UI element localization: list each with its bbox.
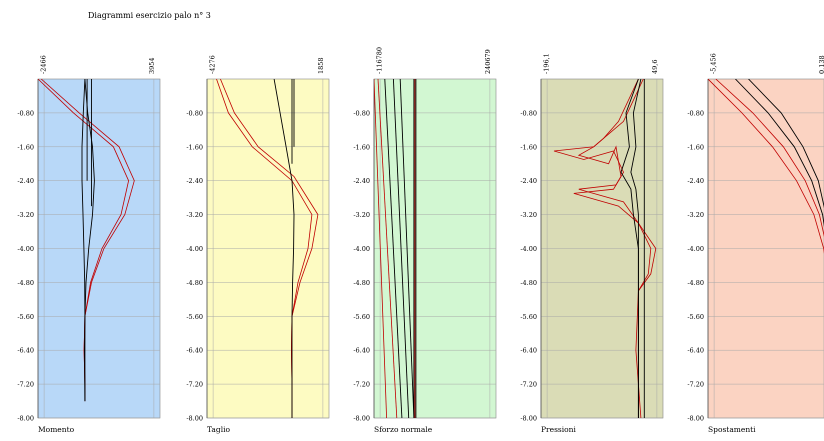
x-tick-label: 49,6 [651,60,659,74]
series-group [38,79,135,402]
y-tick-label: -3.20 [520,211,537,219]
y-tick-label: -0.80 [353,109,370,117]
y-tick-label: -4.80 [17,279,34,287]
y-tick-label: -5.60 [186,313,203,321]
charts-root: -0.80 -1.60 -2.40 -3.20 -4.00 -4.80 -5.60 -6.40… [17,47,824,434]
series-line [399,79,415,418]
series-group [216,79,319,418]
series-line [377,79,398,418]
y-tick-label: -8.00 [353,415,370,423]
y-tick-label: -1.60 [17,143,34,151]
y-tick-label: -2.40 [687,177,704,185]
y-tick-label: -4.00 [520,245,537,253]
series-line [620,79,639,418]
y-tick-label: -8.00 [687,415,704,423]
x-tick-label: -196,1 [542,53,550,74]
series-line [273,79,295,418]
y-tick-label: -1.60 [687,143,704,151]
x-tick-label: -4276 [208,55,216,74]
y-tick-label: -7.20 [353,381,370,389]
y-tick-label: -6.40 [520,347,537,355]
y-tick-label: -7.20 [17,381,34,389]
series-group [553,79,657,418]
chart-panel-5: -0.80 -1.60 -2.40 -3.20 -4.00 -4.80 -5.60 -6.40… [687,53,824,434]
series-group [374,79,417,418]
series-line [384,79,403,418]
x-axis-label: Pressioni [541,425,577,434]
y-tick-label: -8.00 [17,415,34,423]
y-tick-label: -1.60 [186,143,203,151]
y-tick-label: -0.80 [17,109,34,117]
y-tick-label: -6.40 [186,347,203,355]
y-tick-label: -5.60 [353,313,370,321]
y-tick-label: -2.40 [520,177,537,185]
x-tick-label: 0,138 [818,55,824,74]
y-tick-label: -5.60 [17,313,34,321]
y-tick-label: -6.40 [353,347,370,355]
y-tick-label: -0.80 [186,109,203,117]
chart-panel-2: -0.80 -1.60 -2.40 -3.20 -4.00 -4.80 -5.60 -6.40… [186,55,330,434]
y-tick-label: -2.40 [186,177,203,185]
y-tick-label: -4.80 [353,279,370,287]
y-tick-label: -7.20 [687,381,704,389]
chart-panel-3: -0.80 -1.60 -2.40 -3.20 -4.00 -4.80 -5.60 -6.40… [353,47,497,434]
y-tick-label: -3.20 [353,211,370,219]
y-tick-label: -0.80 [687,109,704,117]
series-line [715,79,824,237]
series-line [553,79,657,418]
y-tick-label: -1.60 [520,143,537,151]
series-line [374,79,387,418]
y-tick-label: -2.40 [17,177,34,185]
series-line [748,79,824,209]
x-tick-label: -116780 [375,47,383,74]
series-line [735,79,824,228]
y-tick-label: -4.80 [520,279,537,287]
y-tick-label: -3.20 [17,211,34,219]
y-tick-label: -1.60 [353,143,370,151]
y-tick-label: -5.60 [687,313,704,321]
y-tick-label: -8.00 [186,415,203,423]
x-axis-label: Taglio [207,425,230,434]
x-tick-label: 1858 [317,57,325,74]
y-tick-label: -7.20 [520,381,537,389]
chart-panel-4: -0.80 -1.60 -2.40 -3.20 -4.00 -4.80 -5.60 -6.40… [520,53,664,434]
y-tick-label: -3.20 [186,211,203,219]
x-axis-label: Spostamenti [708,425,756,434]
x-axis-label: Sforzo normale [374,425,433,434]
series-line [630,79,642,418]
series-line [392,79,410,418]
page-title: Diagrammi esercizio palo n° 3 [88,11,211,20]
y-tick-label: -4.00 [687,245,704,253]
y-tick-label: -4.80 [186,279,203,287]
y-tick-label: -4.00 [353,245,370,253]
y-tick-label: -7.20 [186,381,203,389]
y-tick-label: -6.40 [687,347,704,355]
y-tick-label: -0.80 [520,109,537,117]
y-tick-label: -4.80 [687,279,704,287]
y-tick-label: -4.00 [186,245,203,253]
x-axis-label: Momento [38,425,75,434]
x-tick-label: 240679 [484,49,492,74]
x-tick-label: -5,456 [709,53,717,74]
y-tick-label: -6.40 [17,347,34,355]
y-tick-label: -5.60 [520,313,537,321]
y-tick-label: -2.40 [353,177,370,185]
series-line [81,79,86,402]
x-tick-label: 3954 [148,57,156,74]
y-tick-label: -3.20 [687,211,704,219]
x-tick-label: -2466 [39,55,47,74]
chart-panel-1: -0.80 -1.60 -2.40 -3.20 -4.00 -4.80 -5.60 -6.40… [17,55,161,434]
y-tick-label: -4.00 [17,245,34,253]
y-tick-label: -8.00 [520,415,537,423]
